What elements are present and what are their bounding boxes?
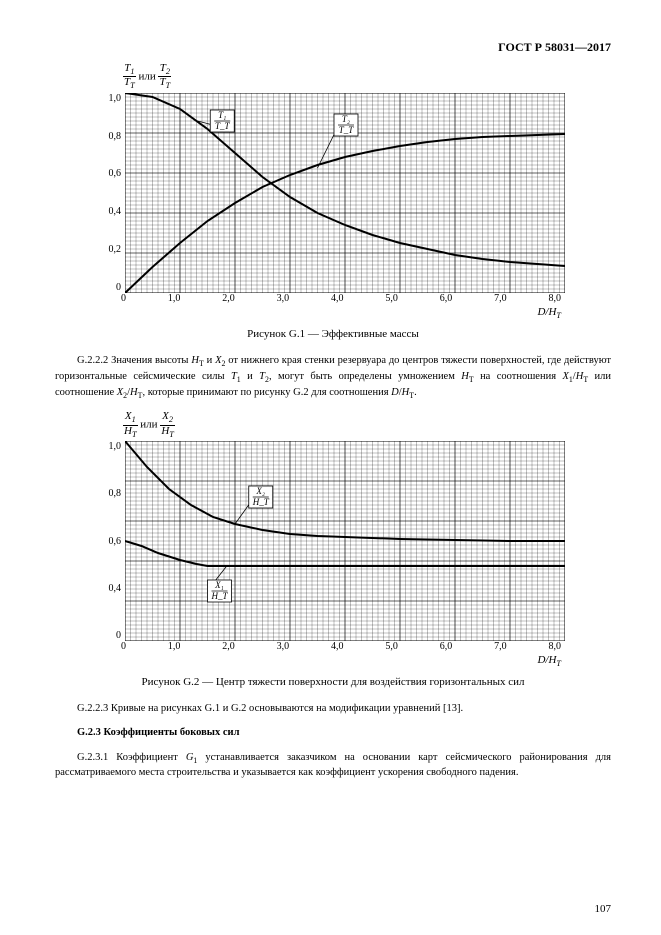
chart-g1-yaxis-label: T1TT или T2TT xyxy=(123,63,573,91)
chart-g2-plot: X₂H_TX₁H_T xyxy=(125,441,565,641)
paragraph-g231: G.2.3.1 Коэффициент G1 устанавливается з… xyxy=(55,751,611,781)
heading-g23: G.2.3 Коэффициенты боковых сил xyxy=(55,726,611,740)
svg-text:T₁: T₁ xyxy=(218,110,226,120)
chart-g1-yticks: 1,00,80,60,40,20 xyxy=(93,93,125,293)
svg-text:T_T: T_T xyxy=(339,125,355,135)
chart-g1-xaxis-label: D/HT xyxy=(121,306,561,320)
svg-text:H_T: H_T xyxy=(252,497,270,507)
chart-g2-yaxis-label: X1HT или X2HT xyxy=(123,411,573,439)
chart-g1: T1TT или T2TT 1,00,80,60,40,20 T₁T_TT₂T_… xyxy=(93,63,573,340)
svg-text:H_T: H_T xyxy=(210,591,228,601)
chart-g1-xticks: 01,02,03,04,05,06,07,08,0 xyxy=(121,293,561,304)
chart-g2-xticks: 01,02,03,04,05,06,07,08,0 xyxy=(121,641,561,652)
page-number: 107 xyxy=(595,903,612,915)
chart-g1-plot: T₁T_TT₂T_T xyxy=(125,93,565,293)
paragraph-g222: G.2.2.2 Значения высоты HT и X2 от нижне… xyxy=(55,354,611,401)
doc-header: ГОСТ Р 58031—2017 xyxy=(55,40,611,55)
svg-text:T₂: T₂ xyxy=(342,114,350,124)
svg-text:X₁: X₁ xyxy=(214,580,224,590)
chart-g2: X1HT или X2HT 1,00,80,60,40 X₂H_TX₁H_T 0… xyxy=(93,411,573,688)
chart-g2-xaxis-label: D/HT xyxy=(121,654,561,668)
page: ГОСТ Р 58031—2017 T1TT или T2TT 1,00,80,… xyxy=(0,0,661,935)
chart-g2-caption: Рисунок G.2 — Центр тяжести поверхности … xyxy=(93,676,573,688)
paragraph-g223: G.2.2.3 Кривые на рисунках G.1 и G.2 осн… xyxy=(55,702,611,716)
chart-g2-yticks: 1,00,80,60,40 xyxy=(93,441,125,641)
svg-text:X₂: X₂ xyxy=(255,486,265,496)
chart-g1-caption: Рисунок G.1 — Эффективные массы xyxy=(93,328,573,340)
svg-text:T_T: T_T xyxy=(215,121,231,131)
